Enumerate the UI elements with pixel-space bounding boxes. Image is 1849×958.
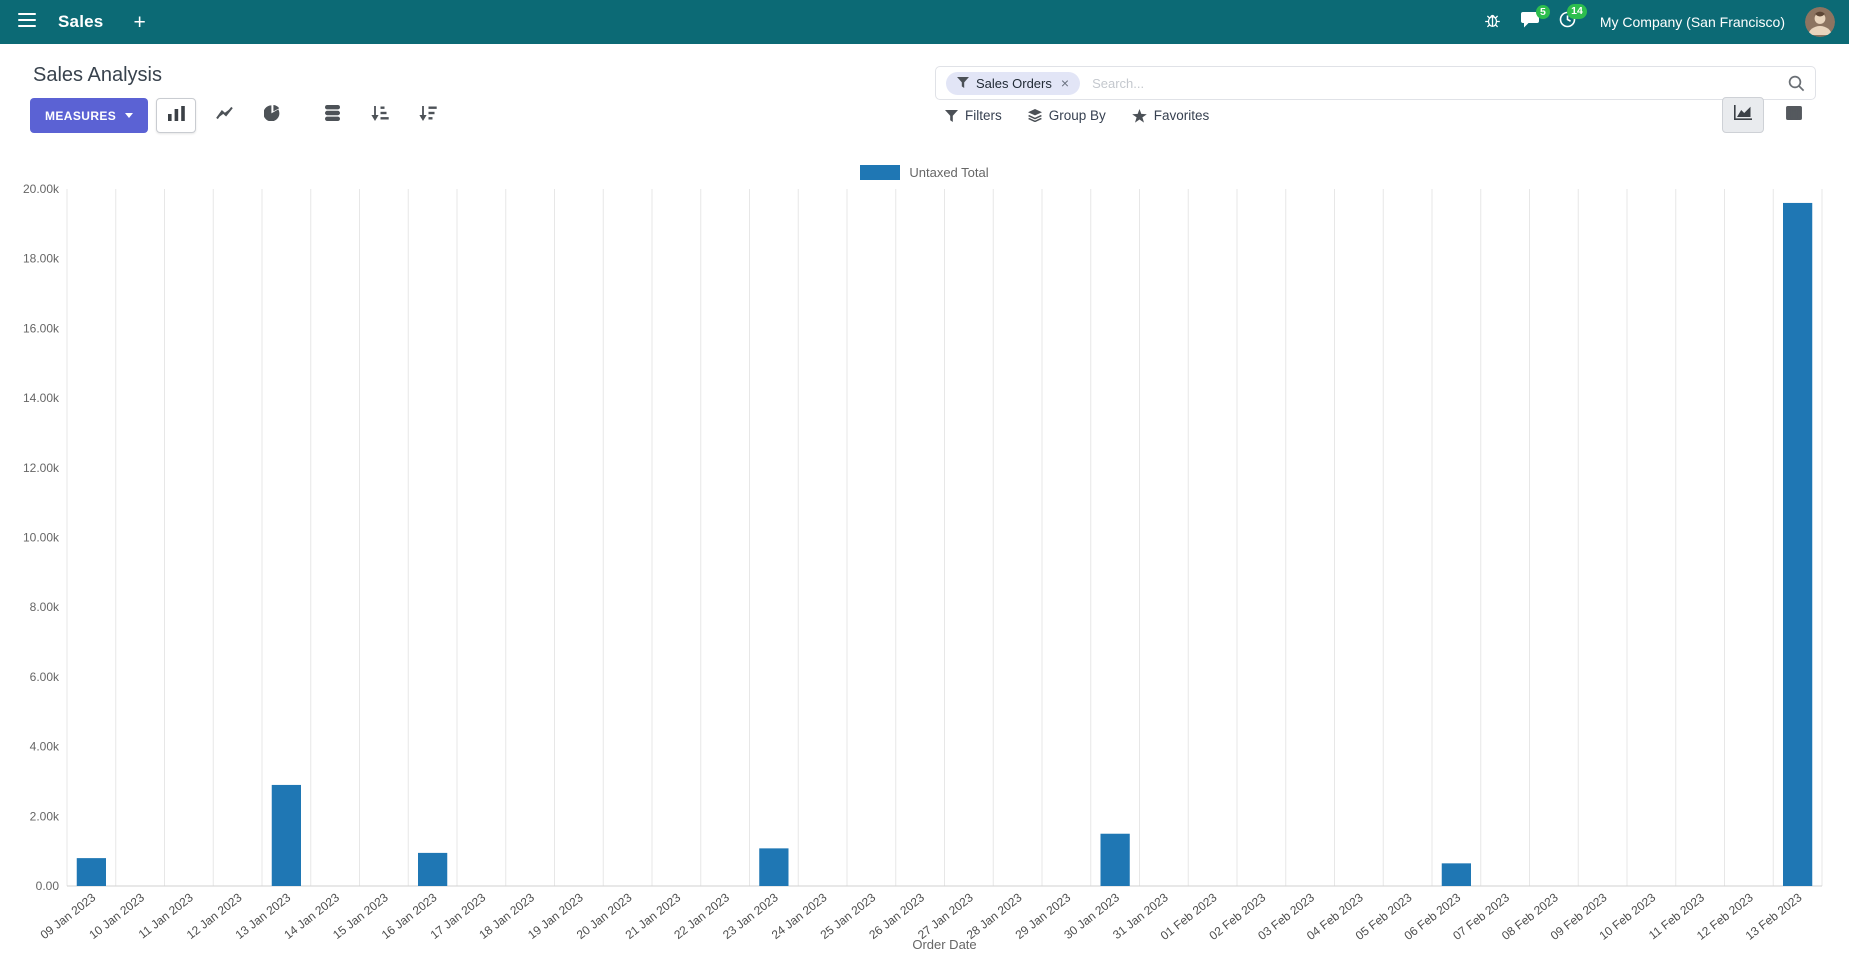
sort-ascending-button[interactable] [360, 98, 400, 133]
user-avatar[interactable] [1805, 7, 1835, 37]
favorites-button[interactable]: Favorites [1131, 108, 1210, 123]
bar-chart-button[interactable] [156, 98, 196, 133]
pie-chart-icon [263, 105, 280, 126]
hamburger-icon [18, 12, 36, 32]
search-facet-label: Sales Orders [976, 75, 1052, 91]
group-by-button[interactable]: Group By [1027, 108, 1106, 123]
bar[interactable] [271, 784, 301, 886]
activities-button[interactable]: 14 [1559, 4, 1587, 33]
bar[interactable] [76, 858, 106, 886]
line-chart-icon [215, 106, 233, 126]
group-by-icon [1027, 109, 1042, 122]
apps-menu-button[interactable] [14, 9, 40, 36]
pivot-table-icon [1786, 105, 1802, 125]
y-tick-label: 20.00k [23, 182, 60, 196]
view-switcher [1722, 97, 1815, 133]
search-icon[interactable] [1788, 75, 1805, 92]
x-axis-title: Order Date [912, 937, 976, 952]
chart-type-group [156, 98, 448, 133]
bar[interactable] [1100, 833, 1130, 886]
company-switcher[interactable]: My Company (San Francisco) [1599, 14, 1785, 30]
favorites-label: Favorites [1153, 108, 1210, 123]
y-tick-label: 16.00k [23, 321, 60, 335]
bar[interactable] [1441, 863, 1471, 886]
sort-descending-button[interactable] [408, 98, 448, 133]
filter-icon [945, 109, 958, 122]
pie-chart-button[interactable] [252, 98, 292, 133]
area-chart-icon [1734, 105, 1752, 125]
group-by-label: Group By [1048, 108, 1106, 123]
bug-icon [1484, 12, 1501, 33]
new-record-button[interactable]: + [133, 10, 146, 34]
stacked-toggle-button[interactable] [312, 98, 352, 133]
y-tick-label: 12.00k [23, 461, 60, 475]
search-facet-sales-orders[interactable]: Sales Orders × [946, 71, 1081, 95]
y-tick-label: 0.00 [36, 879, 60, 893]
messages-button[interactable]: 5 [1520, 4, 1550, 33]
chart-legend[interactable]: Untaxed Total [0, 165, 1849, 180]
avatar-image [1805, 7, 1835, 37]
app-name[interactable]: Sales [58, 12, 104, 31]
search-bar[interactable]: Sales Orders × [935, 66, 1816, 100]
filters-label: Filters [965, 108, 1002, 123]
y-tick-label: 4.00k [30, 740, 60, 754]
page-title: Sales Analysis [33, 64, 162, 86]
bar[interactable] [418, 852, 448, 886]
filter-facet-icon [957, 76, 969, 91]
chevron-down-icon [125, 113, 134, 118]
y-tick-label: 14.00k [23, 391, 60, 405]
bar-chart-icon [167, 105, 185, 126]
legend-swatch [860, 165, 901, 180]
y-tick-label: 18.00k [23, 252, 60, 266]
bar-chart: 0.00 2.00k 4.00k 6.00k 8.00k 10.00k 12.00k 14.0… [23, 182, 1823, 952]
stacked-icon [324, 105, 340, 126]
pivot-view-button[interactable] [1773, 97, 1815, 133]
sort-descending-icon [419, 105, 437, 126]
filters-button[interactable]: Filters [945, 108, 1002, 123]
sort-ascending-icon [371, 105, 389, 126]
activities-badge: 14 [1567, 4, 1587, 19]
legend-label: Untaxed Total [909, 165, 989, 180]
star-icon [1131, 108, 1147, 123]
y-tick-label: 8.00k [30, 600, 60, 614]
y-tick-label: 6.00k [30, 670, 60, 684]
debug-button[interactable] [1484, 12, 1501, 33]
line-chart-button[interactable] [204, 98, 244, 133]
y-tick-label: 2.00k [30, 809, 60, 823]
chat-icon [1520, 11, 1539, 33]
search-options-group: Filters Group By Favorites [945, 98, 1209, 133]
bar[interactable] [1783, 202, 1813, 886]
top-navbar: Sales + 5 14 My Company (San F [0, 0, 1849, 44]
search-input[interactable] [1092, 75, 1780, 91]
measures-label: MEASURES [45, 108, 117, 123]
messages-badge: 5 [1535, 4, 1550, 19]
measures-button[interactable]: MEASURES [30, 98, 149, 133]
facet-remove-button[interactable]: × [1060, 75, 1070, 91]
graph-view-button[interactable] [1722, 97, 1764, 133]
bar[interactable] [759, 848, 789, 886]
y-tick-label: 10.00k [23, 531, 60, 545]
